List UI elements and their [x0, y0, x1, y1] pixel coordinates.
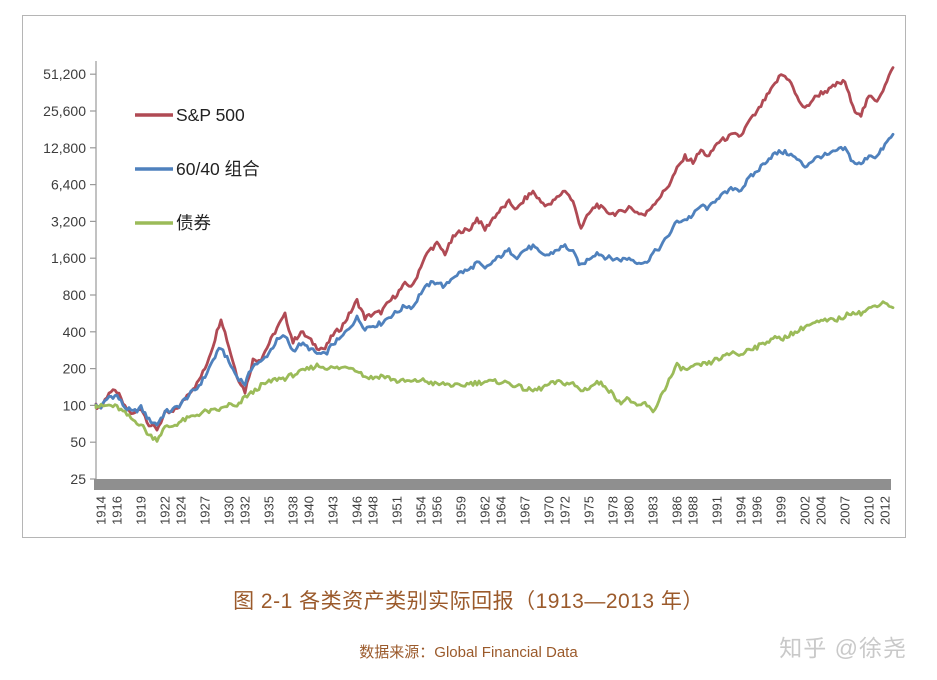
x-tick-label: 1978 [606, 496, 621, 525]
x-tick-label: 1967 [518, 496, 533, 525]
x-tick-label: 1924 [174, 496, 189, 525]
x-tick-label: 1930 [222, 496, 237, 525]
x-tick-label: 1919 [134, 496, 149, 525]
y-tick-label: 200 [63, 361, 87, 377]
y-tick-label: 25,600 [43, 103, 86, 119]
x-tick-label: 1914 [94, 496, 109, 525]
x-axis-labels: 1914 1916 1919 1922 1924 1927 1930 1932 1935 1938… [94, 496, 893, 525]
legend-label: 债券 [176, 213, 211, 233]
x-tick-label: 1975 [582, 496, 597, 525]
asset-returns-line-chart: 25 50 100 200 400 800 1,600 3,200 6,400 12,800 25,… [43, 61, 895, 525]
chart-frame: 25 50 100 200 400 800 1,600 3,200 6,400 12,800 25,… [22, 15, 906, 538]
x-tick-label: 1988 [686, 496, 701, 525]
x-tick-label: 1962 [478, 496, 493, 525]
x-tick-label: 1986 [670, 496, 685, 525]
x-tick-label: 1948 [366, 496, 381, 525]
y-tick-label: 3,200 [51, 213, 86, 229]
y-tick-label: 100 [63, 397, 87, 413]
x-tick-label: 2007 [838, 496, 853, 525]
x-tick-label: 1951 [390, 496, 405, 525]
legend-item-2: 60/40 组合 [135, 159, 260, 179]
x-tick-label: 1954 [414, 496, 429, 525]
x-tick-label: 2004 [814, 496, 829, 525]
x-tick-label: 1916 [110, 496, 125, 525]
x-tick-label: 1938 [286, 496, 301, 525]
x-tick-label: 1996 [750, 496, 765, 525]
x-tick-label: 2012 [878, 496, 893, 525]
y-tick-label: 800 [63, 287, 87, 303]
y-tick-label: 400 [63, 324, 87, 340]
series-line-2 [94, 132, 895, 427]
legend-item-3: 债券 [135, 213, 211, 233]
x-tick-label: 1980 [622, 496, 637, 525]
y-tick-label: 6,400 [51, 177, 86, 193]
legend-item-1: S&P 500 [135, 105, 245, 125]
x-tick-label: 1935 [262, 496, 277, 525]
legend-label: S&P 500 [176, 105, 245, 125]
watermark: 知乎 @徐尧 [779, 635, 907, 661]
x-tick-label: 1983 [646, 496, 661, 525]
x-tick-label: 1940 [302, 496, 317, 525]
x-tick-label: 1994 [734, 496, 749, 525]
x-tick-label: 2010 [862, 496, 877, 525]
y-tick-label: 12,800 [43, 140, 86, 156]
series-line-1 [94, 66, 895, 432]
x-tick-label: 2002 [798, 496, 813, 525]
series-line-3 [94, 300, 895, 443]
x-tick-label: 1946 [350, 496, 365, 525]
y-tick-label: 1,600 [51, 250, 86, 266]
x-tick-label: 1972 [558, 496, 573, 525]
x-tick-label: 1999 [774, 496, 789, 525]
x-tick-label: 1922 [158, 496, 173, 525]
x-tick-label: 1991 [710, 496, 725, 525]
y-tick-label: 51,200 [43, 66, 86, 82]
y-tick-label: 25 [70, 471, 86, 487]
y-axis: 25 50 100 200 400 800 1,600 3,200 6,400 12,800 25,… [43, 61, 97, 487]
x-tick-label: 1959 [454, 496, 469, 525]
x-tick-label: 1932 [238, 496, 253, 525]
x-axis-bar [94, 479, 891, 490]
data-source: 数据来源：Global Financial Data [359, 644, 578, 661]
x-tick-label: 1927 [198, 496, 213, 525]
x-tick-label: 1964 [494, 496, 509, 525]
x-tick-label: 1943 [326, 496, 341, 525]
x-tick-label: 1970 [542, 496, 557, 525]
legend-label: 60/40 组合 [176, 159, 260, 179]
figure-caption: 图 2-1 各类资产类别实际回报（1913—2013 年） [233, 590, 704, 613]
x-tick-label: 1956 [430, 496, 445, 525]
y-tick-label: 50 [70, 434, 86, 450]
